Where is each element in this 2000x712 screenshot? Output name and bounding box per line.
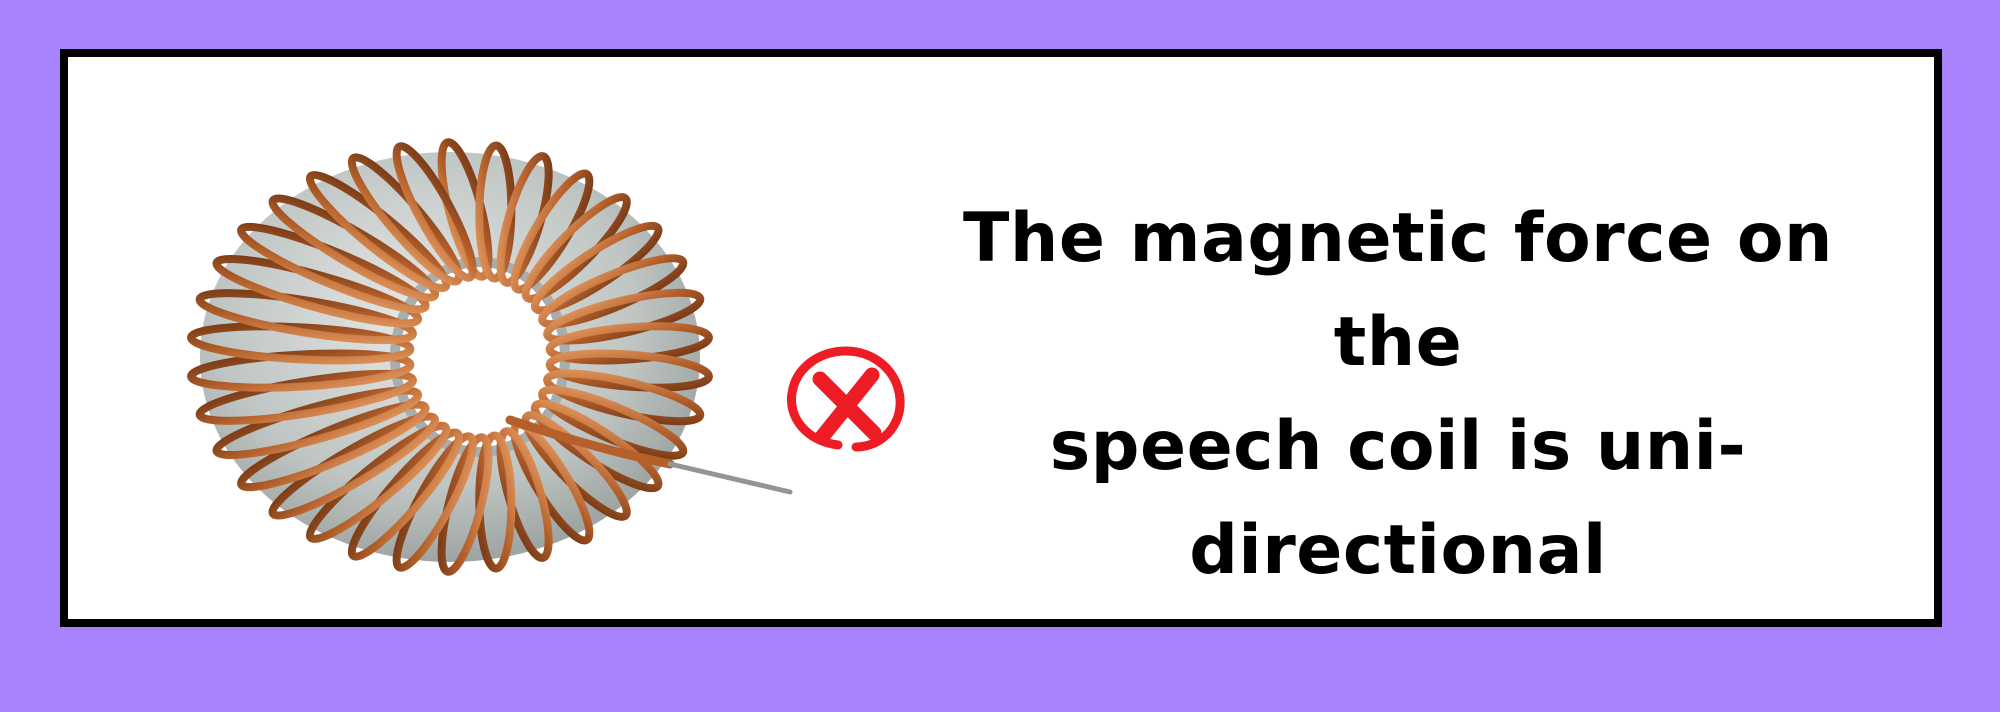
- coil-core: [200, 152, 700, 562]
- coil-winding-turn: [392, 432, 477, 572]
- coil-winding-turn: [237, 400, 430, 492]
- coil-winding-turn: [543, 288, 705, 345]
- coil-winding-turn: [212, 386, 423, 459]
- coil-lead-wire: [505, 415, 793, 495]
- coil-winding-turn: [543, 369, 705, 426]
- coil-winding-turn: [187, 322, 415, 365]
- coil-winding-turn: [305, 421, 451, 543]
- coil-winding-turn: [545, 349, 713, 392]
- coil-winding-turn: [237, 222, 430, 314]
- coil-winding-turn: [187, 349, 415, 392]
- statement-card: The magnetic force on the speech coil is…: [60, 49, 1942, 627]
- coil-winding-turn: [347, 428, 463, 561]
- statement-line: The magnetic force on the: [963, 199, 1833, 382]
- coil-winding-turn: [212, 255, 423, 328]
- coil-winding-turn: [268, 412, 440, 520]
- coil-winding-turn: [545, 322, 713, 365]
- statement-text: The magnetic force on the speech coil is…: [888, 187, 1908, 603]
- coil-winding-turn: [195, 289, 417, 345]
- x-mark-icon: [786, 346, 905, 452]
- statement-line: speech coil is uni-: [1049, 407, 1747, 486]
- coil-winding-turn: [195, 369, 417, 425]
- coil-winding-turn: [538, 254, 688, 329]
- statement-line: directional: [1189, 511, 1607, 590]
- coil-winding-turn: [530, 221, 663, 315]
- toroidal-coil-icon: [187, 138, 793, 576]
- coil-windings: [187, 138, 713, 576]
- coil-winding-turn: [392, 142, 477, 282]
